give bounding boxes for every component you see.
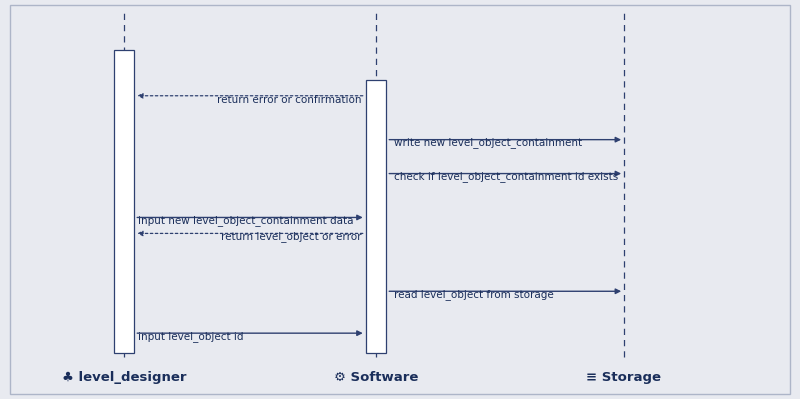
Bar <box>114 50 134 353</box>
Text: check if level_object_containment id exists: check if level_object_containment id exi… <box>394 172 618 182</box>
Text: read level_object from storage: read level_object from storage <box>394 289 554 300</box>
Text: ♣ level_designer: ♣ level_designer <box>62 371 186 383</box>
Text: write new level_object_containment: write new level_object_containment <box>394 138 582 148</box>
Text: return level_object or error: return level_object or error <box>221 231 362 242</box>
Bar <box>366 80 386 353</box>
Text: input level_object id: input level_object id <box>138 331 244 342</box>
Text: ⚙ Software: ⚙ Software <box>334 371 418 383</box>
Text: input new level_object_containment data: input new level_object_containment data <box>138 215 354 226</box>
Text: return error or confirmation: return error or confirmation <box>217 95 362 105</box>
Text: ≡ Storage: ≡ Storage <box>586 371 662 383</box>
